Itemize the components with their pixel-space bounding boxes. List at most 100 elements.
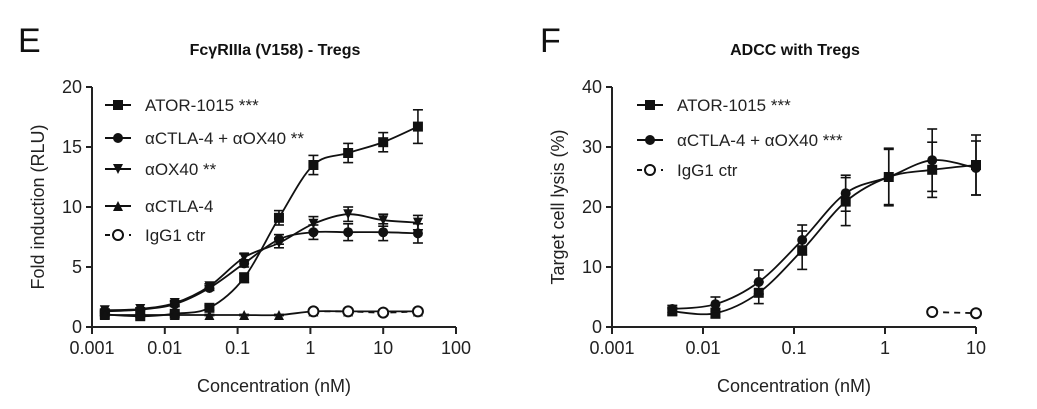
panel-label: E [18, 22, 41, 60]
data-point [927, 155, 938, 166]
data-point [840, 188, 851, 199]
series-line [104, 213, 418, 312]
x-tick-label: 10 [373, 338, 393, 358]
x-tick-label: 0.1 [781, 338, 806, 358]
legend-label: αCTLA-4 + αOX40 ** [145, 129, 304, 148]
data-point [412, 121, 423, 132]
legend-item: αCTLA-4 + αOX40 *** [637, 131, 843, 150]
legend-label: αCTLA-4 + αOX40 *** [677, 131, 843, 150]
legend-item: αCTLA-4 [105, 197, 213, 216]
data-point [343, 148, 354, 158]
y-tick-label: 15 [62, 137, 82, 157]
data-point [377, 306, 390, 319]
series-line [672, 164, 977, 316]
x-tick-label: 0.01 [147, 338, 182, 358]
chart-title: FcγRIIIa (V158) - Tregs [190, 42, 361, 59]
series-2 [99, 206, 423, 316]
data-point [135, 310, 146, 320]
y-tick-label: 5 [72, 257, 82, 277]
x-axis-label: Concentration (nM) [717, 376, 871, 396]
legend-marker [113, 133, 123, 143]
y-tick-label: 30 [582, 137, 602, 157]
data-point [308, 160, 319, 170]
y-tick-label: 10 [62, 197, 82, 217]
series-line [104, 125, 419, 318]
legend-item: IgG1 ctr [637, 161, 738, 180]
data-point [343, 209, 354, 220]
data-point [797, 235, 808, 245]
data-point [926, 306, 939, 318]
y-tick-label: 40 [582, 77, 602, 97]
x-tick-label: 1 [305, 338, 315, 358]
data-point [667, 304, 678, 314]
y-axis-label: Fold induction (RLU) [28, 124, 48, 289]
data-point [239, 310, 250, 320]
data-point [204, 302, 215, 313]
legend-label: αOX40 ** [145, 160, 217, 179]
x-tick-label: 0.001 [589, 338, 634, 358]
y-tick-label: 10 [582, 257, 602, 277]
y-axis-label: Target cell lysis (%) [548, 129, 568, 284]
chart-panel-f: F ADCC with Tregs 0 10 20 30 40 0.001 0.01 0.1 1 10… [540, 22, 986, 396]
data-point [273, 212, 284, 223]
data-point [970, 307, 982, 320]
data-point [239, 272, 250, 283]
series-line [104, 310, 418, 317]
legend-marker [113, 100, 123, 110]
data-point [135, 304, 146, 314]
legend-label: ATOR-1015 *** [677, 96, 791, 115]
y-tick-label: 0 [72, 317, 82, 337]
data-point [343, 227, 354, 238]
data-point [378, 137, 389, 148]
series-2 [926, 306, 982, 320]
data-point [883, 172, 894, 182]
data-point [412, 228, 423, 239]
data-point [273, 238, 284, 248]
series-4 [307, 305, 424, 319]
legend-item: ATOR-1015 *** [105, 96, 259, 115]
data-point [378, 227, 389, 238]
x-tick-label: 10 [966, 338, 986, 358]
legend-label: IgG1 ctr [677, 161, 738, 180]
data-point [307, 305, 320, 318]
legend-marker [113, 201, 123, 211]
series-1 [667, 128, 981, 314]
x-axis-label: Concentration (nM) [197, 376, 351, 396]
series-line [313, 310, 418, 314]
data-point [204, 281, 215, 292]
legend-marker [644, 164, 656, 176]
legend-item: ATOR-1015 *** [637, 96, 791, 115]
legend-marker [113, 164, 123, 174]
data-point [204, 310, 215, 320]
legend-label: ATOR-1015 *** [145, 96, 259, 115]
y-tick-label: 20 [582, 197, 602, 217]
data-point [169, 310, 180, 320]
legend-label: αCTLA-4 [145, 197, 213, 216]
data-point [710, 308, 721, 319]
data-point [753, 277, 764, 287]
data-point [378, 215, 389, 226]
x-tick-label: 100 [441, 338, 471, 358]
legend-item: IgG1 ctr [105, 226, 206, 245]
data-point [411, 305, 424, 318]
y-tick-label: 20 [62, 77, 82, 97]
x-tick-label: 0.01 [685, 338, 720, 358]
data-point [710, 299, 721, 310]
x-tick-label: 0.001 [69, 338, 114, 358]
data-point [169, 298, 180, 308]
chart-panel-e: E FcγRIIIa (V158) - Tregs 0 5 10 15 20 0.001 0.0… [18, 22, 471, 396]
legend-marker [112, 229, 124, 241]
chart-title: ADCC with Tregs [730, 42, 860, 59]
series-line [672, 159, 977, 310]
data-point [273, 310, 284, 320]
legend-item: αOX40 ** [105, 160, 217, 179]
legend-label: IgG1 ctr [145, 226, 206, 245]
data-point [412, 217, 423, 228]
data-point [308, 227, 319, 238]
panel-label: F [540, 22, 561, 60]
series-line [932, 311, 977, 315]
data-point [239, 252, 250, 263]
data-point [342, 305, 355, 318]
legend-item: αCTLA-4 + αOX40 ** [105, 129, 304, 148]
